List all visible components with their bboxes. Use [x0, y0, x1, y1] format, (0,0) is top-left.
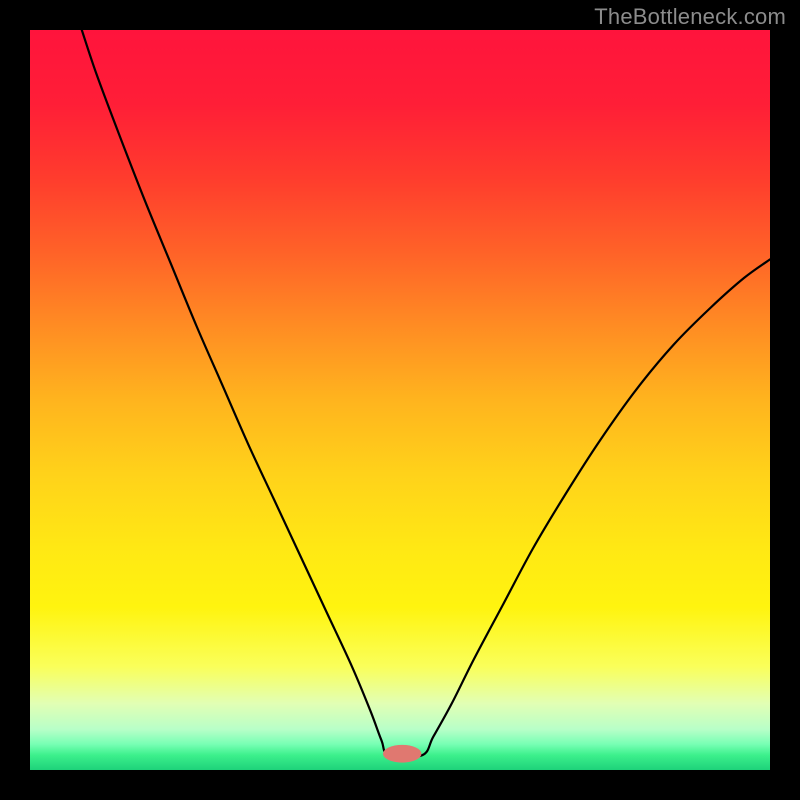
- optimum-marker: [383, 745, 421, 763]
- bottleneck-chart: [0, 0, 800, 800]
- chart-background-gradient: [30, 30, 770, 770]
- watermark-text: TheBottleneck.com: [594, 4, 786, 30]
- chart-container: TheBottleneck.com: [0, 0, 800, 800]
